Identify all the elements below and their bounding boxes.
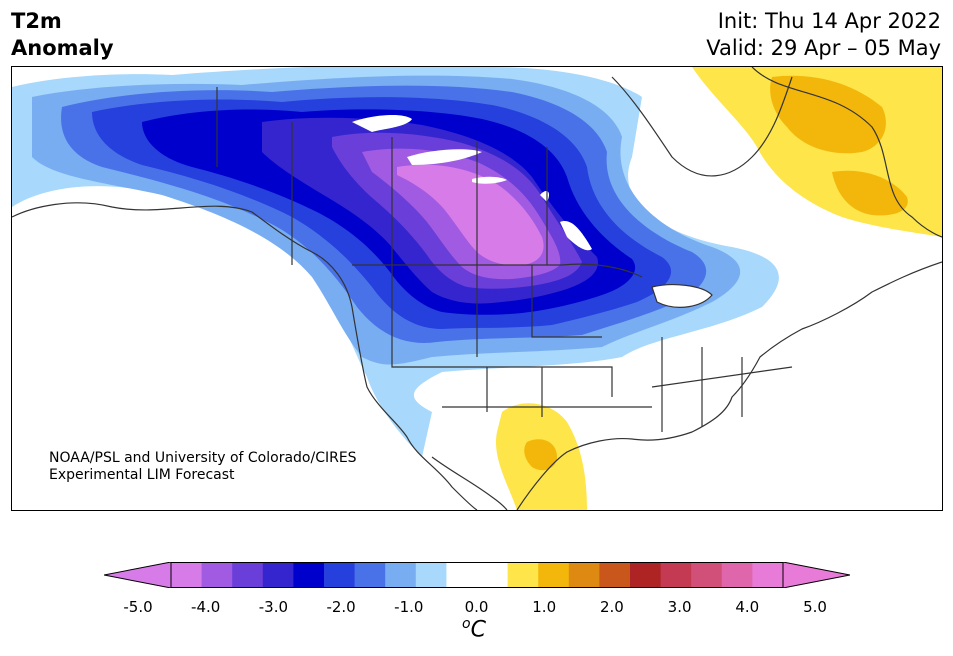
mexico-coast	[431, 456, 508, 510]
colorbar-segment	[599, 562, 631, 588]
colorbar-tick-label: -5.0	[123, 598, 153, 616]
colorbar-segment	[232, 562, 264, 588]
credit-text: NOAA/PSL and University of Colorado/CIRE…	[49, 450, 357, 484]
colorbar-border	[170, 562, 784, 588]
great-lakes-outline	[651, 284, 713, 308]
colorbar-segment	[721, 562, 753, 588]
colorbar-segment	[507, 562, 539, 588]
colorbar-tick-label: -4.0	[191, 598, 221, 616]
west-coastline	[12, 202, 478, 510]
state-line-1	[391, 265, 432, 368]
colorbar-segment	[477, 562, 509, 588]
contour-plus-1-0-ne	[832, 170, 908, 216]
contour-plus-1-0-east	[770, 75, 886, 154]
state-line-4	[432, 366, 613, 397]
map-title: T2m Anomaly	[11, 8, 114, 62]
title-line-2: Anomaly	[11, 36, 114, 60]
colorbar-segment	[385, 562, 417, 588]
forecast-dates: Init: Thu 14 Apr 2022 Valid: 29 Apr – 05…	[706, 8, 941, 62]
colorbar-tick-label: 4.0	[735, 598, 760, 616]
state-line-3	[531, 265, 602, 338]
credit-line-2: Experimental LIM Forecast	[49, 467, 235, 483]
colorbar-tick-label: -1.0	[394, 598, 424, 616]
colorbar-tick-label: 0.0	[464, 598, 489, 616]
colorbar-segment	[324, 562, 356, 588]
state-line-8	[651, 366, 793, 388]
colorbar-tick-label: 1.0	[532, 598, 557, 616]
colorbar-tick-label: -2.0	[326, 598, 356, 616]
map-svg	[12, 67, 942, 510]
colorbar-segment	[630, 562, 662, 588]
colorbar-extend-low	[103, 561, 172, 589]
hudson-bay	[611, 76, 793, 177]
colorbar-segment	[415, 562, 447, 588]
greenland-coast	[751, 67, 942, 238]
contour-plus-1-0-south	[524, 439, 557, 471]
lakes	[352, 115, 712, 308]
gulf-coastline	[516, 261, 942, 510]
colorbar-segment	[171, 562, 203, 588]
colorbar-segment	[293, 562, 325, 588]
colorbar-units: oC	[462, 616, 486, 642]
anomaly-map	[11, 66, 943, 511]
colorbar-segment	[691, 562, 723, 588]
colorbar-segment	[446, 562, 478, 588]
colorbar-segment	[660, 562, 692, 588]
colorbar-segment	[262, 562, 294, 588]
canada-us-border	[352, 263, 643, 278]
units-degree-symbol: o	[462, 616, 471, 632]
contour-minus-4-5	[397, 164, 544, 266]
colorbar-segment	[568, 562, 600, 588]
colorbar-segment	[752, 562, 784, 588]
colorbar-tick-label: -3.0	[258, 598, 289, 616]
init-date: Init: Thu 14 Apr 2022	[717, 9, 941, 33]
colorbar-tick-label: 5.0	[803, 598, 827, 616]
warm-anomaly-contours	[496, 67, 942, 510]
colorbar-segment	[538, 562, 570, 588]
colorbar-segment	[354, 562, 386, 588]
colorbar-ticks: -5.0 -4.0 -3.0 -2.0 -1.0 0.0 1.0 2.0 3.0 4.0 5.0	[0, 598, 953, 618]
units-letter: C	[470, 617, 486, 643]
colorbar	[103, 561, 851, 589]
colorbar-segment	[201, 562, 233, 588]
colorbar-extend-high	[782, 561, 851, 589]
valid-date: Valid: 29 Apr – 05 May	[706, 36, 941, 60]
colorbar-svg	[103, 561, 851, 589]
colorbar-tick-label: 2.0	[599, 598, 624, 616]
colorbar-tick-label: 3.0	[667, 598, 692, 616]
credit-line-1: NOAA/PSL and University of Colorado/CIRE…	[49, 450, 357, 466]
cold-anomaly-contours	[12, 67, 779, 457]
title-line-1: T2m	[11, 9, 62, 33]
boundaries	[12, 67, 942, 510]
